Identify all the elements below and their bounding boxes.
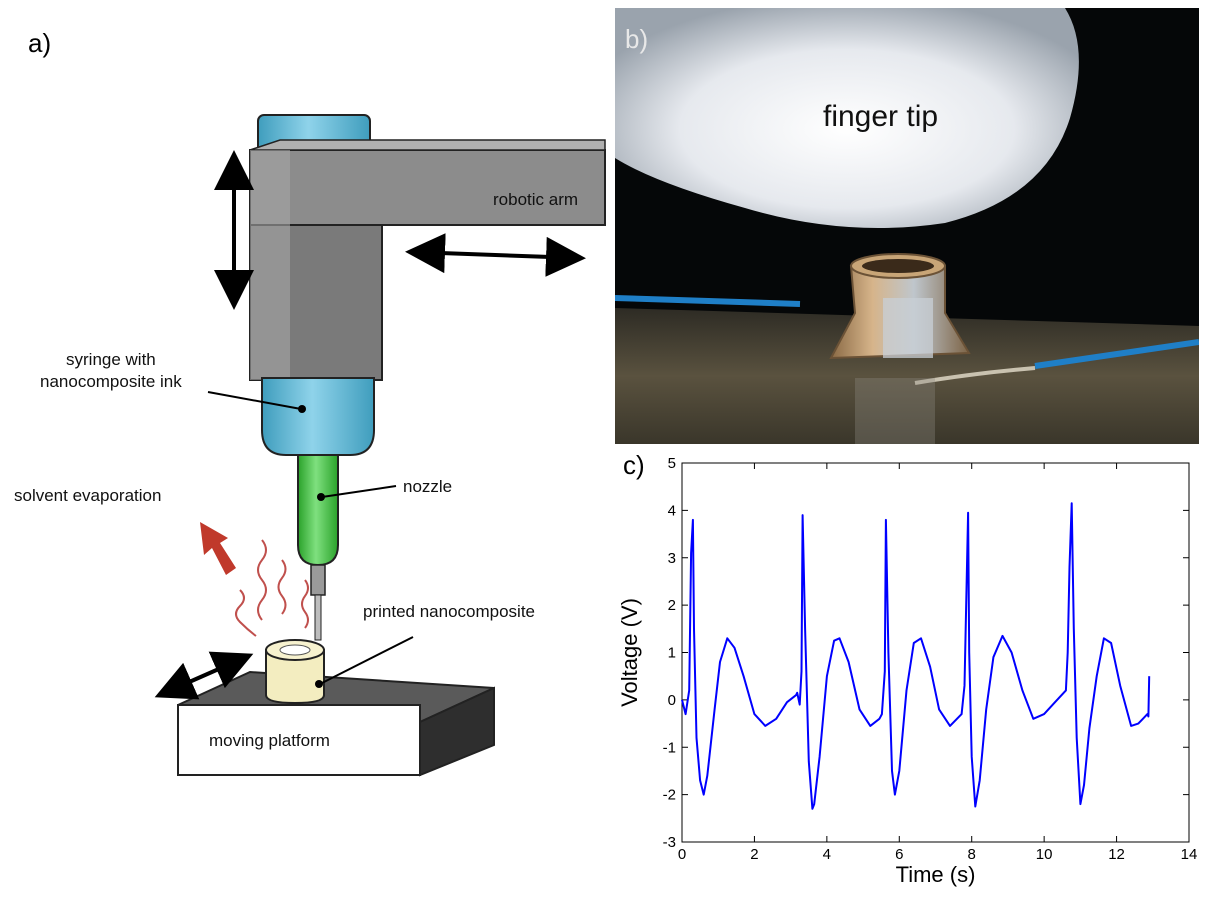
leader-nozzle bbox=[321, 485, 397, 498]
panel-b-label: b) bbox=[625, 24, 649, 54]
leader-syringe bbox=[207, 391, 302, 410]
wire-right bbox=[1034, 339, 1199, 369]
x-tick-label: 10 bbox=[1036, 846, 1053, 863]
printed-cylinder bbox=[265, 649, 325, 705]
nozzle-label: nozzle bbox=[403, 477, 453, 496]
y-tick-label: -1 bbox=[663, 739, 676, 756]
vapor-lines bbox=[235, 539, 309, 637]
x-tick-label: 14 bbox=[1181, 846, 1198, 863]
platform-motion-arrow bbox=[154, 651, 254, 700]
wire-left bbox=[615, 295, 801, 307]
y-axis-label: Voltage (V) bbox=[617, 598, 642, 707]
y-tick-label: 5 bbox=[668, 455, 676, 472]
y-tick-label: 0 bbox=[668, 692, 676, 709]
finger-tip-label: finger tip bbox=[823, 100, 939, 133]
panel-c-label: c) bbox=[623, 450, 645, 480]
y-tick-label: 3 bbox=[668, 550, 676, 567]
syringe-label: syringe with nanocomposite ink bbox=[40, 350, 182, 391]
robotic-arm-label: robotic arm bbox=[493, 190, 579, 209]
solvent-evaporation-label: solvent evaporation bbox=[14, 486, 162, 505]
panel-c-chart: c) 0 2 4 6 8 10 12 14 -3 -2 -1 0 1 2 3 4 5 Time (s) Voltag… bbox=[615, 448, 1207, 892]
plot-frame bbox=[681, 462, 1190, 843]
syringe-body bbox=[261, 377, 375, 456]
panel-a-schematic: a) robotic arm syringe with nanocomposit… bbox=[14, 28, 606, 777]
x-axis-label: Time (s) bbox=[896, 862, 976, 887]
x-tick-label: 2 bbox=[750, 846, 758, 863]
y-tick-label: 2 bbox=[668, 597, 676, 614]
y-tick-label: 4 bbox=[668, 502, 676, 519]
y-tick-label: 1 bbox=[668, 645, 676, 662]
y-tick-label: -3 bbox=[663, 834, 676, 851]
panel-b-photo: b) finger tip bbox=[615, 8, 1199, 444]
finger-tip bbox=[615, 8, 1079, 228]
finger-tip-photo bbox=[615, 8, 1199, 444]
solvent-evaporation-arrow bbox=[200, 522, 236, 575]
x-tick-label: 6 bbox=[895, 846, 903, 863]
nozzle bbox=[297, 454, 339, 567]
x-tick-label: 8 bbox=[968, 846, 976, 863]
moving-platform-label: moving platform bbox=[209, 731, 330, 750]
x-tick-label: 12 bbox=[1108, 846, 1125, 863]
x-tick-label: 0 bbox=[678, 846, 686, 863]
x-tick-label: 4 bbox=[823, 846, 831, 863]
voltage-series-line bbox=[681, 502, 1151, 810]
printed-nanocomposite-label: printed nanocomposite bbox=[363, 602, 536, 621]
leader-printed bbox=[319, 636, 414, 685]
printing-schematic bbox=[154, 114, 606, 777]
y-tick-label: -2 bbox=[663, 787, 676, 804]
panel-a-label: a) bbox=[28, 28, 52, 58]
horizontal-motion-arrow bbox=[405, 233, 586, 277]
